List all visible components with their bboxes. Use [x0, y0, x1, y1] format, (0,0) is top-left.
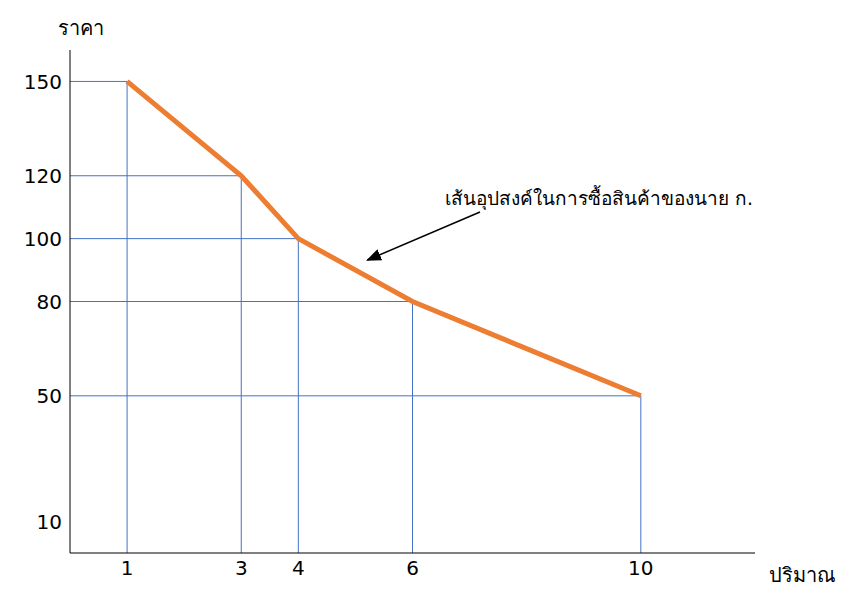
svg-text:80: 80: [37, 290, 62, 314]
html-text:ราคา: ราคา: [58, 16, 104, 40]
svg-text:1: 1: [121, 556, 134, 580]
html-text:ปริมาณ: ปริมาณ: [769, 563, 836, 587]
svg-text:100: 100: [24, 227, 62, 251]
svg-text:10: 10: [37, 510, 62, 534]
svg-text:120: 120: [24, 164, 62, 188]
svg-text:50: 50: [37, 384, 62, 408]
svg-text:6: 6: [406, 556, 419, 580]
svg-text:4: 4: [292, 556, 305, 580]
svg-text:3: 3: [235, 556, 248, 580]
html-text:เส้นอุปสงค์ในการซื้อสินค้าของน: เส้นอุปสงค์ในการซื้อสินค้าของนาย ก.: [445, 187, 754, 209]
svg-text:10: 10: [628, 556, 653, 580]
svg-text:150: 150: [24, 70, 62, 94]
